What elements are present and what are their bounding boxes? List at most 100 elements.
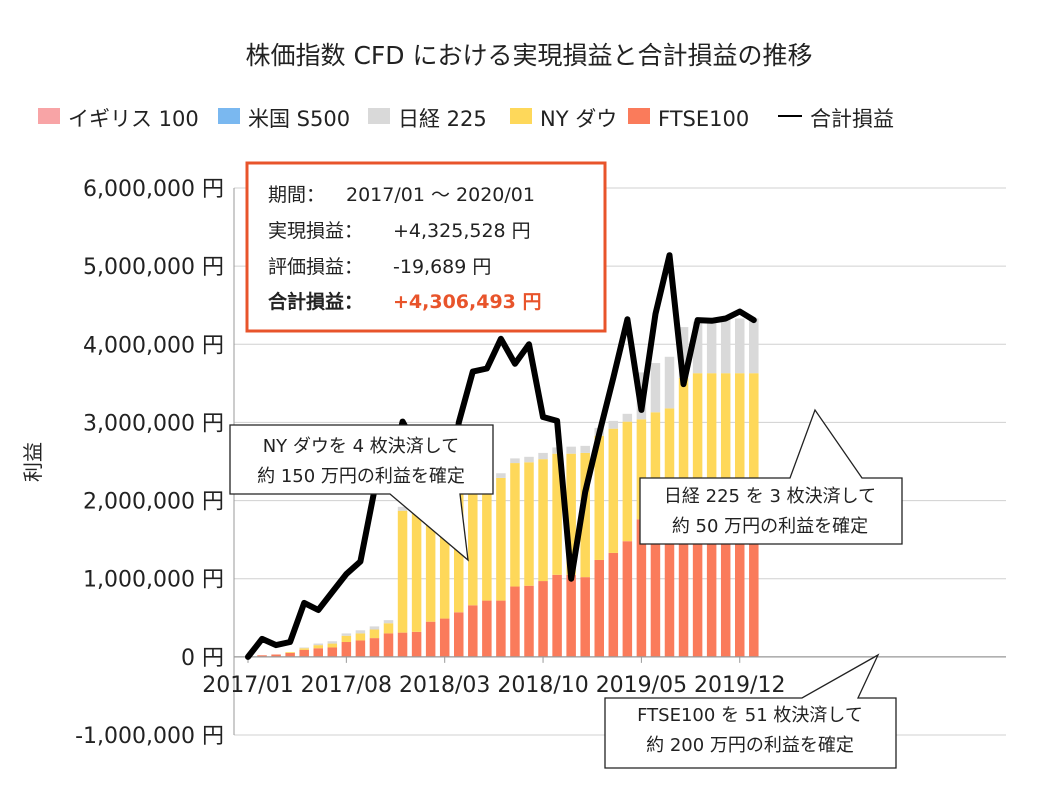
summary-box-frame: [245, 161, 607, 333]
bar-segment: [580, 577, 590, 657]
bar-segment: [566, 446, 576, 454]
legend: イギリス 100 米国 S500 日経 225 NY ダウ FTSE100 合計損益: [38, 107, 894, 131]
bar-segment: [524, 462, 534, 586]
callout-ny-dow-line1: NY ダウを 4 枚決済して: [263, 436, 460, 457]
bar-segment: [735, 318, 745, 374]
legend-swatch: [38, 108, 60, 124]
total-profit-polyline: [245, 252, 757, 660]
y-tick-label: 5,000,000 円: [83, 255, 224, 280]
bar-segment: [538, 452, 548, 460]
bar-segment: [594, 435, 604, 560]
bar-segment: [692, 373, 703, 496]
bar-segment: [327, 643, 338, 648]
callout-ny-dow: NY ダウを 4 枚決済して 約 150 万円の利益を確定: [229, 424, 494, 562]
summary-unrealized-value: -19,689 円: [393, 256, 491, 278]
x-tick-label: 2017/01: [202, 673, 293, 698]
bar-segment: [355, 633, 366, 641]
bar-segment: [720, 373, 731, 496]
bar-segment: [580, 445, 590, 453]
bar-segment: [510, 458, 520, 464]
bar-segment: [566, 574, 576, 657]
bar-segment: [650, 412, 661, 515]
summary-period-value: 2017/01 〜 2020/01: [346, 184, 535, 206]
bar-segment: [496, 473, 506, 478]
bar-segment: [299, 647, 309, 649]
bar-segment: [482, 600, 492, 657]
callout-ftse-shape: [604, 653, 897, 769]
bar-segment: [538, 581, 548, 657]
bar-segment: [622, 421, 633, 542]
bar-segment: [411, 631, 422, 657]
bar-segment: [439, 494, 450, 619]
summary-total-value: +4,306,493 円: [393, 291, 542, 313]
total-profit-line: [245, 252, 757, 660]
legend-label: イギリス 100: [68, 107, 199, 131]
bar-segment: [468, 605, 478, 657]
bar-segment: [257, 655, 267, 657]
bar-segment: [425, 621, 436, 657]
bar-segment: [313, 648, 323, 657]
legend-swatch: [368, 108, 390, 124]
callout-ny-dow-line2: 約 150 万円の利益を確定: [257, 466, 465, 487]
bar-segment: [496, 477, 506, 601]
bar-segment: [749, 495, 759, 657]
bar-segment: [299, 649, 309, 657]
bar-segment: [650, 363, 661, 413]
bar-segment: [608, 420, 619, 429]
bar-segment: [692, 495, 703, 657]
bar-segment: [327, 641, 338, 644]
bar-segment: [720, 318, 731, 374]
y-tick-label: 4,000,000 円: [83, 333, 224, 358]
bar-segment: [594, 559, 604, 657]
x-tick-label: 2019/05: [596, 673, 687, 698]
y-tick-label: 6,000,000 円: [83, 177, 224, 202]
bar-segment: [608, 428, 619, 553]
bar-segment: [355, 630, 366, 634]
bar-segment: [524, 585, 534, 657]
bar-segment: [383, 623, 394, 634]
x-tick-label: 2017/08: [301, 673, 392, 698]
bar-segment: [341, 633, 352, 636]
bar-segment: [608, 552, 619, 657]
callout-ftse-line2: 約 200 万円の利益を確定: [646, 735, 854, 756]
summary-unrealized-label: 評価損益：: [268, 256, 363, 278]
callout-ftse: FTSE100 を 51 枚決済して 約 200 万円の利益を確定: [604, 653, 897, 769]
legend-label: 日経 225: [398, 107, 487, 131]
bar-segment: [735, 495, 745, 657]
y-tick-label: 3,000,000 円: [83, 411, 224, 436]
bar-segment: [355, 640, 366, 657]
bar-segment: [397, 632, 408, 657]
y-tick-label: 1,000,000 円: [83, 568, 224, 593]
bar-segment: [383, 620, 394, 624]
bar-segment: [636, 419, 647, 520]
summary-realized-label: 実現損益：: [268, 220, 363, 242]
bar-segment: [285, 652, 295, 657]
bar-segment: [327, 647, 338, 657]
bar-segment: [369, 626, 380, 630]
bar-segment: [664, 514, 675, 657]
bar-segment: [664, 408, 675, 515]
bar-segment: [496, 600, 506, 657]
callout-ftse-line1: FTSE100 を 51 枚決済して: [637, 705, 863, 726]
legend-swatch: [628, 108, 650, 124]
bar-segment: [299, 648, 309, 650]
summary-box: 期間： 2017/01 〜 2020/01 実現損益： +4,325,528 円…: [245, 161, 607, 333]
y-tick-label: -1,000,000 円: [75, 724, 224, 749]
legend-label: FTSE100: [658, 107, 749, 131]
bar-segment: [313, 643, 323, 646]
summary-realized-value: +4,325,528 円: [393, 220, 531, 242]
bar-segment: [538, 459, 548, 582]
bar-segment: [706, 495, 717, 657]
bar-segment: [580, 452, 590, 578]
y-tick-labels: -1,000,000 円 0 円 1,000,000 円 2,000,000 円 3,0…: [75, 177, 224, 749]
bar-segment: [383, 633, 394, 657]
bar-segment: [706, 320, 717, 374]
bar-segment: [622, 541, 633, 657]
bar-segment: [650, 514, 661, 657]
bar-segment: [271, 654, 281, 657]
bar-segment: [552, 453, 562, 575]
bar-segment: [552, 574, 562, 657]
bar-segment: [678, 499, 689, 657]
x-tick-labels: 2017/01 2017/08 2018/03 2018/10 2019/05 2019/…: [202, 673, 785, 698]
callout-nikkei-line1: 日経 225 を 3 枚決済して: [664, 486, 876, 507]
